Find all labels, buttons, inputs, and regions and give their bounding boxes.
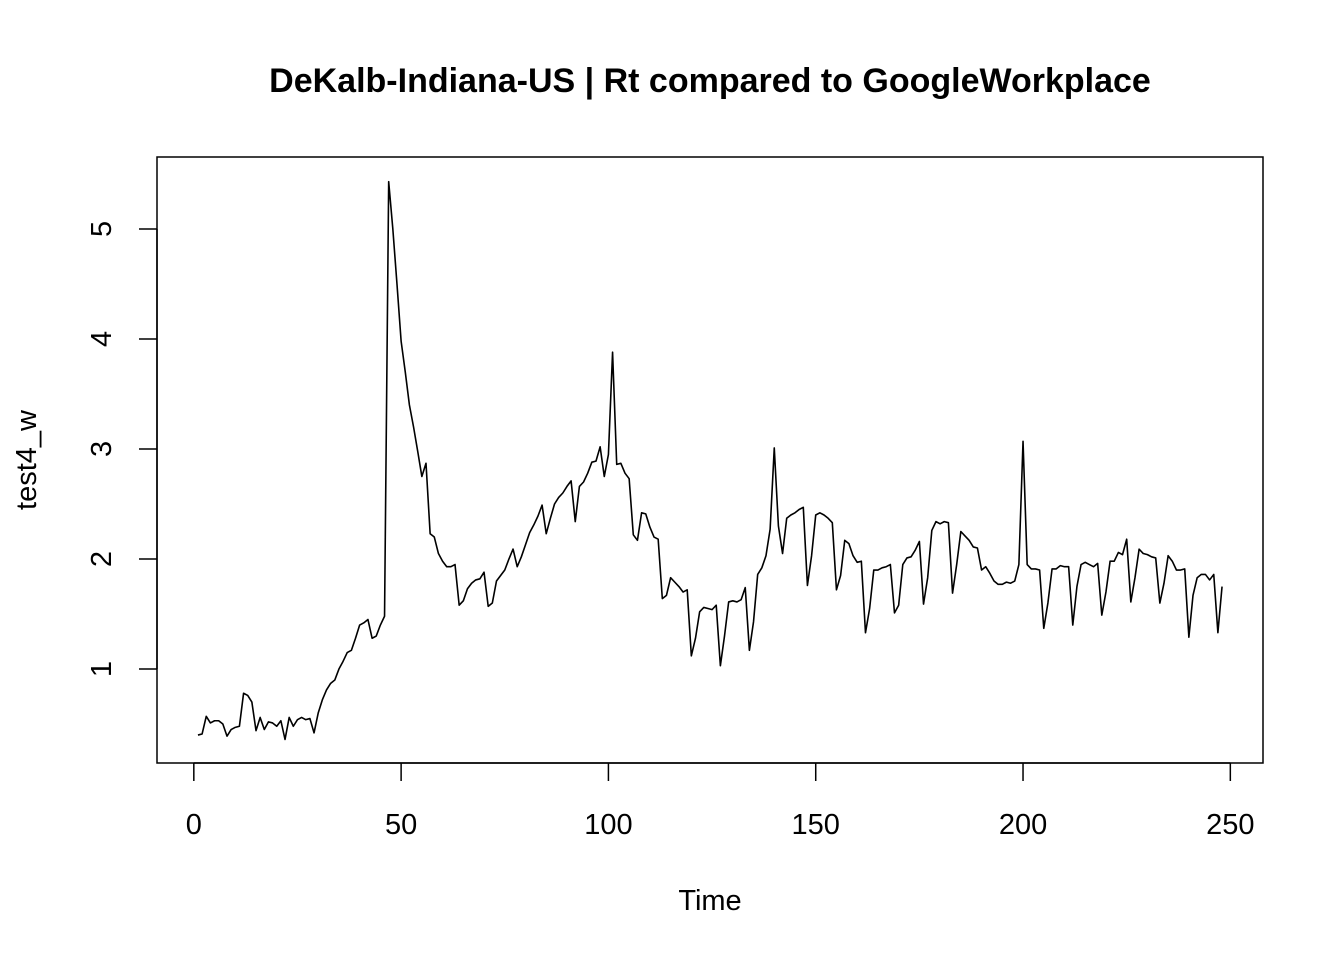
x-tick-label: 150 (792, 809, 840, 841)
chart-title: DeKalb-Indiana-US | Rt compared to Googl… (269, 62, 1151, 100)
x-axis-label: Time (678, 885, 741, 917)
y-tick-label: 1 (86, 661, 118, 677)
x-tick-label: 100 (584, 809, 632, 841)
x-axis: 0 50 100 150 200 250 (186, 762, 1255, 841)
y-axis: 1 2 3 4 5 (86, 221, 158, 677)
x-tick-label: 50 (385, 809, 417, 841)
plot-frame (156, 156, 1264, 764)
y-tick-label: 4 (86, 331, 118, 347)
y-axis-label: test4_w (11, 409, 43, 510)
x-tick-label: 0 (186, 809, 202, 841)
y-tick-label: 2 (86, 551, 118, 567)
y-tick-label: 3 (86, 441, 118, 457)
x-tick-label: 200 (999, 809, 1047, 841)
y-tick-label: 5 (86, 221, 118, 237)
x-tick-label: 250 (1206, 809, 1254, 841)
series-line-test4_w (197, 180, 1223, 741)
